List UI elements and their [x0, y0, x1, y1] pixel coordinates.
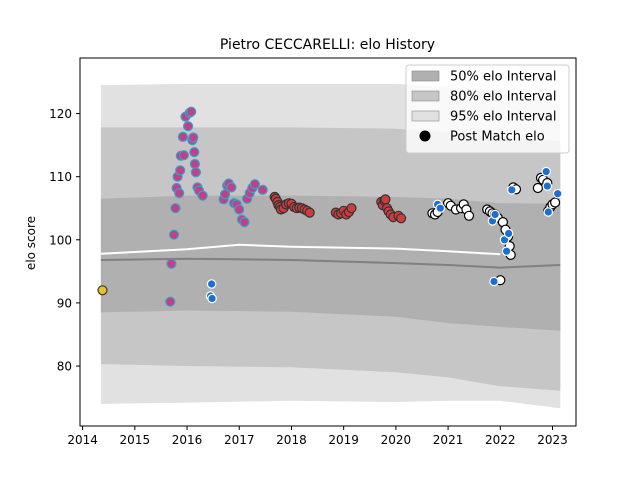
y-tick-label: 100 [49, 233, 72, 247]
data-point [257, 184, 268, 195]
legend-swatch [411, 110, 440, 122]
x-tick-label: 2014 [67, 433, 98, 447]
data-point [206, 279, 217, 289]
x-tick-label: 2020 [381, 433, 412, 447]
data-point [304, 207, 315, 218]
data-point [549, 197, 561, 208]
data-point [490, 209, 500, 220]
y-axis-ticks: 80 90 100 110 120 [49, 107, 80, 374]
chart-title: Pietro CECCARELLI: elo History [220, 37, 435, 53]
data-point [175, 165, 186, 176]
legend-marker [419, 130, 431, 142]
mean-line [100, 257, 561, 269]
data-point [183, 121, 194, 132]
data-point [190, 167, 201, 178]
data-point [174, 188, 185, 199]
data-point [168, 229, 180, 240]
data-point [506, 185, 517, 195]
legend-label: 50% elo Interval [450, 70, 557, 85]
data-point [177, 131, 188, 142]
legend: 50% elo Interval 80% elo Interval 95% elo … [405, 64, 570, 154]
white-line [100, 243, 501, 256]
legend-swatch [411, 70, 440, 82]
data-point [542, 181, 553, 191]
data-point [435, 203, 446, 213]
data-point [396, 213, 407, 224]
y-tick-label: 120 [49, 107, 72, 121]
mean-lines [100, 243, 561, 269]
data-point [97, 285, 108, 296]
data-point [207, 293, 217, 304]
data-point [234, 204, 245, 215]
data-point [170, 203, 181, 214]
data-point [226, 182, 237, 193]
x-tick-label: 2017 [224, 433, 255, 447]
data-point [501, 246, 512, 256]
data-point [552, 188, 563, 199]
x-tick-label: 2018 [276, 433, 307, 447]
data-point [532, 182, 544, 194]
data-point [239, 217, 250, 228]
data-point [165, 296, 176, 307]
data-point [189, 147, 200, 158]
data-point [541, 166, 551, 177]
data-point [503, 228, 514, 239]
x-tick-label: 2019 [328, 433, 359, 447]
data-point [489, 276, 499, 287]
data-point [186, 106, 197, 117]
post-match-points [97, 106, 563, 307]
x-axis-ticks: 2014 2015 2016 2017 2018 2019 2020 2021 2022 2023 [67, 426, 568, 447]
legend-swatch [411, 90, 440, 102]
legend-label: Post Match elo [450, 130, 545, 145]
legend-label: 95% elo Interval [450, 110, 557, 125]
data-point [166, 258, 177, 269]
data-point [197, 190, 208, 201]
y-axis-label: elo score [24, 216, 38, 270]
y-tick-label: 80 [57, 360, 72, 374]
plot-frame [79, 57, 577, 427]
y-tick-label: 110 [49, 170, 72, 184]
data-point [249, 179, 260, 190]
data-point [189, 158, 200, 170]
data-point [543, 207, 554, 217]
data-point [380, 194, 391, 205]
x-tick-label: 2016 [172, 433, 203, 447]
legend-box [405, 64, 570, 154]
x-tick-label: 2023 [537, 433, 568, 447]
legend-label: 80% elo Interval [450, 90, 557, 105]
x-tick-label: 2015 [120, 433, 151, 447]
y-tick-label: 90 [57, 296, 72, 310]
data-point [463, 210, 475, 221]
x-tick-label: 2021 [433, 433, 464, 447]
data-point [188, 132, 199, 143]
x-tick-label: 2022 [485, 433, 516, 447]
data-point [178, 150, 189, 161]
data-point [346, 203, 357, 214]
